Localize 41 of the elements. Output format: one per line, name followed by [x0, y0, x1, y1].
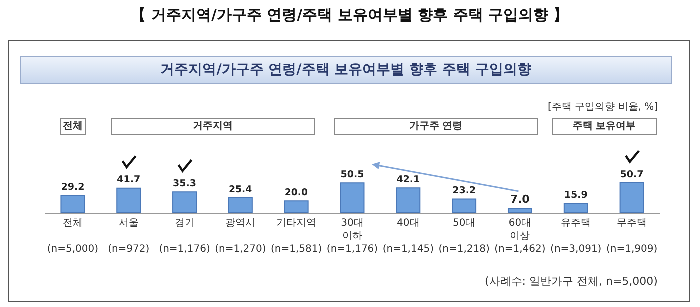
bar	[396, 188, 421, 213]
bar	[508, 208, 532, 213]
text: (사례수: 일반가구 전체, n=5,000)	[485, 275, 658, 288]
category-label: 기타지역 (n=1,581)	[271, 218, 322, 255]
data-label: 42.1	[396, 174, 420, 186]
chart-subtitle: 거주지역/가구주 연령/주택 보유여부별 향후 주택 구입의향	[20, 56, 672, 84]
category-label: 경기 (n=1,176)	[159, 218, 210, 255]
data-label: 23.2	[452, 186, 476, 197]
x-tick-label: 30대 이하 (n=1,176)	[326, 218, 378, 255]
bar	[620, 182, 644, 213]
data-label: 35.3	[173, 178, 196, 190]
bar	[564, 203, 588, 213]
bar	[116, 188, 142, 213]
bar	[228, 197, 253, 213]
x-tick-label: 60대 이상 (n=1,462)	[494, 218, 546, 255]
chart-title: 【 거주지역/가구주 연령/주택 보유여부별 향후 주택 구입의향 】	[130, 6, 570, 25]
category-label: 50대 (n=1,218)	[438, 218, 490, 255]
category-label: 광역시 (n=1,270)	[215, 218, 266, 255]
text: 주택 보유여부	[572, 121, 636, 132]
bar	[284, 200, 309, 213]
data-label: 20.0	[284, 188, 308, 199]
data-label: 25.4	[228, 184, 253, 196]
category-label: 무주택 (n=1,909)	[606, 218, 658, 255]
bar	[340, 182, 365, 213]
data-label: 50.7	[620, 169, 644, 180]
category-label: 유주택 (n=3,091)	[550, 218, 602, 255]
text: 전체	[63, 121, 83, 132]
text: 가구주 연령	[409, 121, 463, 132]
data-label: 7.0	[510, 192, 530, 206]
category-label: 40대 (n=1,145)	[382, 218, 434, 255]
bar	[452, 198, 477, 213]
data-label: 15.9	[564, 190, 588, 202]
data-label: 50.5	[340, 170, 364, 181]
data-label: 41.7	[117, 174, 141, 186]
data-label: 29.2	[61, 182, 85, 194]
text: [주택 구입의향 비율, %]	[548, 102, 658, 113]
category-label: 서울 (n=972)	[108, 218, 150, 255]
bar	[172, 192, 198, 213]
bar	[60, 195, 86, 213]
category-label: 전체 (n=5,000)	[47, 218, 99, 255]
text: 거주지역	[193, 121, 233, 132]
